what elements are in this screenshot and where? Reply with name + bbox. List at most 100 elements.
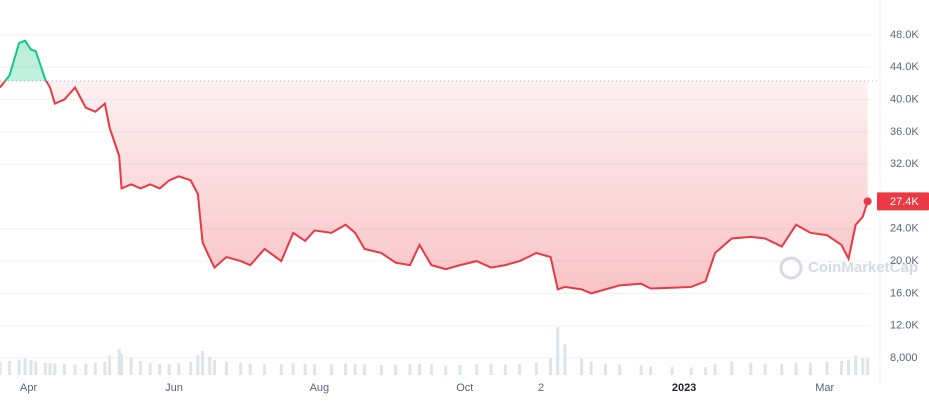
y-tick-label: 20.0K xyxy=(890,255,919,267)
x-tick-label: Jun xyxy=(165,382,183,394)
volume-bar xyxy=(618,364,622,375)
volume-bar xyxy=(139,361,143,375)
volume-bar xyxy=(580,358,584,375)
volume-bar xyxy=(363,364,367,375)
volume-bar xyxy=(353,364,357,375)
volume-bar xyxy=(808,362,812,375)
volume-bar xyxy=(503,364,507,375)
volume-bar xyxy=(408,364,412,375)
volume-bar xyxy=(248,363,252,375)
volume-bar xyxy=(344,363,348,375)
volume-bar xyxy=(429,364,433,375)
x-tick-label: Oct xyxy=(456,382,473,394)
y-tick-label: 40.0K xyxy=(890,94,919,106)
y-tick-label: 32.0K xyxy=(890,158,919,170)
price-line-down xyxy=(0,81,869,295)
volume-bar xyxy=(730,361,734,375)
volume-bar xyxy=(129,357,133,375)
volume-bar xyxy=(670,367,674,375)
volume-bar xyxy=(93,362,97,375)
volume-bar xyxy=(704,367,708,375)
y-tick-label: 36.0K xyxy=(890,126,919,138)
y-tick-label: 16.0K xyxy=(890,287,919,299)
volume-bars xyxy=(0,327,870,375)
volume-bar xyxy=(17,359,21,375)
volume-bar xyxy=(556,327,560,375)
volume-bar xyxy=(29,360,33,375)
volume-bar xyxy=(291,363,295,375)
volume-bar xyxy=(780,364,784,375)
y-tick-label: 44.0K xyxy=(890,61,919,73)
volume-bar xyxy=(120,354,124,375)
volume-bar xyxy=(213,359,217,375)
area-down xyxy=(0,81,868,294)
current-label: 27.4K xyxy=(890,196,919,208)
current-label-box xyxy=(877,192,929,211)
volume-bar xyxy=(794,363,798,375)
volume-bar xyxy=(23,358,27,375)
x-tick-label: Apr xyxy=(20,382,37,394)
volume-bar xyxy=(167,364,171,375)
volume-bar xyxy=(196,355,200,375)
volume-bar xyxy=(839,361,843,375)
volume-bar xyxy=(177,363,181,375)
volume-bar xyxy=(103,361,107,375)
x-tick-label: 2 xyxy=(538,382,544,394)
volume-bar xyxy=(43,362,47,375)
volume-bar xyxy=(489,363,493,375)
watermark: CoinMarketCap xyxy=(808,259,918,276)
volume-bar xyxy=(589,361,593,375)
current-dot xyxy=(863,197,872,206)
volume-bar xyxy=(189,361,193,375)
volume-bar xyxy=(208,356,212,375)
volume-bar xyxy=(239,362,243,375)
volume-bar xyxy=(418,363,422,375)
volume-bar xyxy=(847,359,851,375)
volume-bar xyxy=(763,363,767,375)
volume-bar xyxy=(639,365,643,375)
volume-bar xyxy=(0,361,2,375)
volume-bar xyxy=(108,355,112,375)
volume-bar xyxy=(394,364,398,375)
plot xyxy=(0,39,880,295)
watermark-logo xyxy=(779,256,803,280)
volume-bar xyxy=(549,357,553,375)
volume-bar xyxy=(825,361,829,375)
volume-bar xyxy=(458,364,462,375)
volume-bar xyxy=(73,364,77,375)
volume-bar xyxy=(379,364,383,375)
volume-bar xyxy=(475,364,479,375)
x-tick-label: Mar xyxy=(815,382,834,394)
volume-bar xyxy=(158,363,162,375)
volume-bar xyxy=(53,363,57,375)
area-up xyxy=(5,40,47,82)
y-tick-label: 12.0K xyxy=(890,320,919,332)
volume-bar xyxy=(117,348,121,375)
volume-bar xyxy=(62,364,66,375)
axis-labels: 8,000 12.0K 16.0K 20.0K 24.0K 32.0K 36.0K 40.0K… xyxy=(20,29,929,394)
x-tick-label: Aug xyxy=(310,382,330,394)
volume-bar xyxy=(861,357,865,375)
volume-bar xyxy=(329,364,333,375)
volume-bar xyxy=(563,344,567,375)
volume-bar xyxy=(313,364,317,375)
volume-bar xyxy=(518,364,522,375)
volume-bar xyxy=(84,363,88,375)
volume-bar xyxy=(749,362,753,375)
volume-bar xyxy=(48,363,52,375)
volume-bar xyxy=(689,367,693,375)
volume-bar xyxy=(603,363,607,375)
x-tick-label: 2023 xyxy=(672,382,696,394)
volume-bar xyxy=(279,364,283,375)
volume-bar xyxy=(34,361,38,375)
volume-bar xyxy=(444,365,448,375)
volume-bar xyxy=(303,363,307,375)
volume-bar xyxy=(263,364,267,375)
volume-bar xyxy=(8,361,12,375)
volume-bar xyxy=(148,362,152,375)
y-tick-label: 24.0K xyxy=(890,223,919,235)
volume-bar xyxy=(224,361,228,375)
volume-bar xyxy=(534,362,538,375)
